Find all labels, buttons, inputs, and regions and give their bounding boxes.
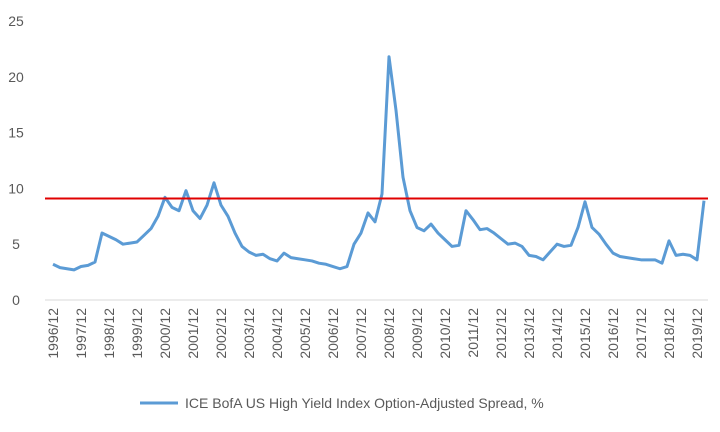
x-tick-label: 2019/12 xyxy=(689,308,705,359)
x-tick-label: 1996/12 xyxy=(45,308,61,359)
x-tick-label: 2003/12 xyxy=(241,308,257,359)
x-tick-label: 2009/12 xyxy=(409,308,425,359)
x-tick-label: 2008/12 xyxy=(381,308,397,359)
x-tick-label: 2006/12 xyxy=(325,308,341,359)
legend-label: ICE BofA US High Yield Index Option-Adju… xyxy=(185,395,544,411)
y-tick-label: 0 xyxy=(12,292,20,308)
x-tick-label: 2000/12 xyxy=(157,308,173,359)
x-tick-label: 1998/12 xyxy=(101,308,117,359)
x-tick-label: 2013/12 xyxy=(521,308,537,359)
x-tick-label: 2012/12 xyxy=(493,308,509,359)
x-tick-label: 2002/12 xyxy=(213,308,229,359)
x-tick-label: 2011/12 xyxy=(465,308,481,358)
y-tick-label: 5 xyxy=(12,236,20,252)
x-tick-label: 2014/12 xyxy=(549,308,565,359)
x-tick-label: 2017/12 xyxy=(633,308,649,359)
x-tick-label: 2015/12 xyxy=(577,308,593,359)
x-tick-label: 2005/12 xyxy=(297,308,313,359)
y-tick-label: 15 xyxy=(8,125,24,141)
x-tick-label: 1999/12 xyxy=(129,308,145,359)
y-tick-label: 10 xyxy=(8,180,24,196)
x-tick-label: 1997/12 xyxy=(73,308,89,359)
x-tick-label: 2016/12 xyxy=(605,308,621,359)
x-tick-label: 2010/12 xyxy=(437,308,453,359)
x-tick-label: 2004/12 xyxy=(269,308,285,359)
y-tick-label: 25 xyxy=(8,13,24,29)
data-line xyxy=(52,55,706,272)
x-tick-label: 2018/12 xyxy=(661,308,677,359)
x-tick-label: 2007/12 xyxy=(353,308,369,359)
x-tick-label: 2001/12 xyxy=(185,308,201,359)
y-tick-label: 20 xyxy=(8,69,24,85)
